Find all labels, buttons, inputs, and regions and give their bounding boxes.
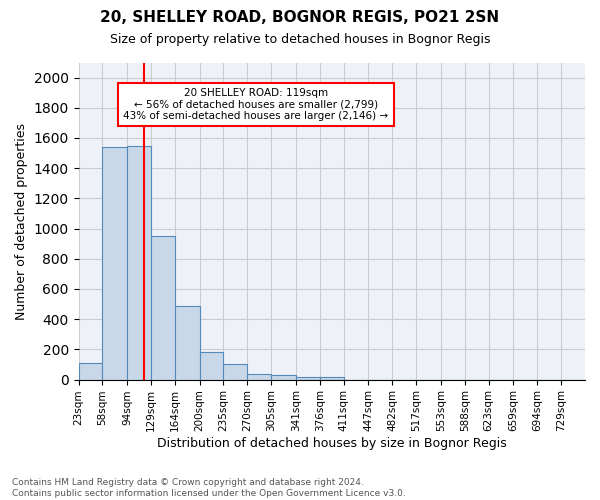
- Bar: [223, 364, 247, 380]
- Text: 20, SHELLEY ROAD, BOGNOR REGIS, PO21 2SN: 20, SHELLEY ROAD, BOGNOR REGIS, PO21 2SN: [100, 10, 500, 25]
- Bar: [320, 377, 344, 380]
- Bar: [127, 146, 151, 380]
- Text: Contains HM Land Registry data © Crown copyright and database right 2024.
Contai: Contains HM Land Registry data © Crown c…: [12, 478, 406, 498]
- Bar: [200, 352, 223, 380]
- Bar: [247, 374, 271, 380]
- Bar: [151, 236, 175, 380]
- Bar: [271, 376, 296, 380]
- Bar: [175, 306, 200, 380]
- Text: Size of property relative to detached houses in Bognor Regis: Size of property relative to detached ho…: [110, 32, 490, 46]
- Bar: [296, 377, 320, 380]
- X-axis label: Distribution of detached houses by size in Bognor Regis: Distribution of detached houses by size …: [157, 437, 506, 450]
- Bar: [79, 363, 103, 380]
- Text: 20 SHELLEY ROAD: 119sqm
← 56% of detached houses are smaller (2,799)
43% of semi: 20 SHELLEY ROAD: 119sqm ← 56% of detache…: [123, 88, 388, 121]
- Y-axis label: Number of detached properties: Number of detached properties: [15, 122, 28, 320]
- Bar: [103, 147, 127, 380]
